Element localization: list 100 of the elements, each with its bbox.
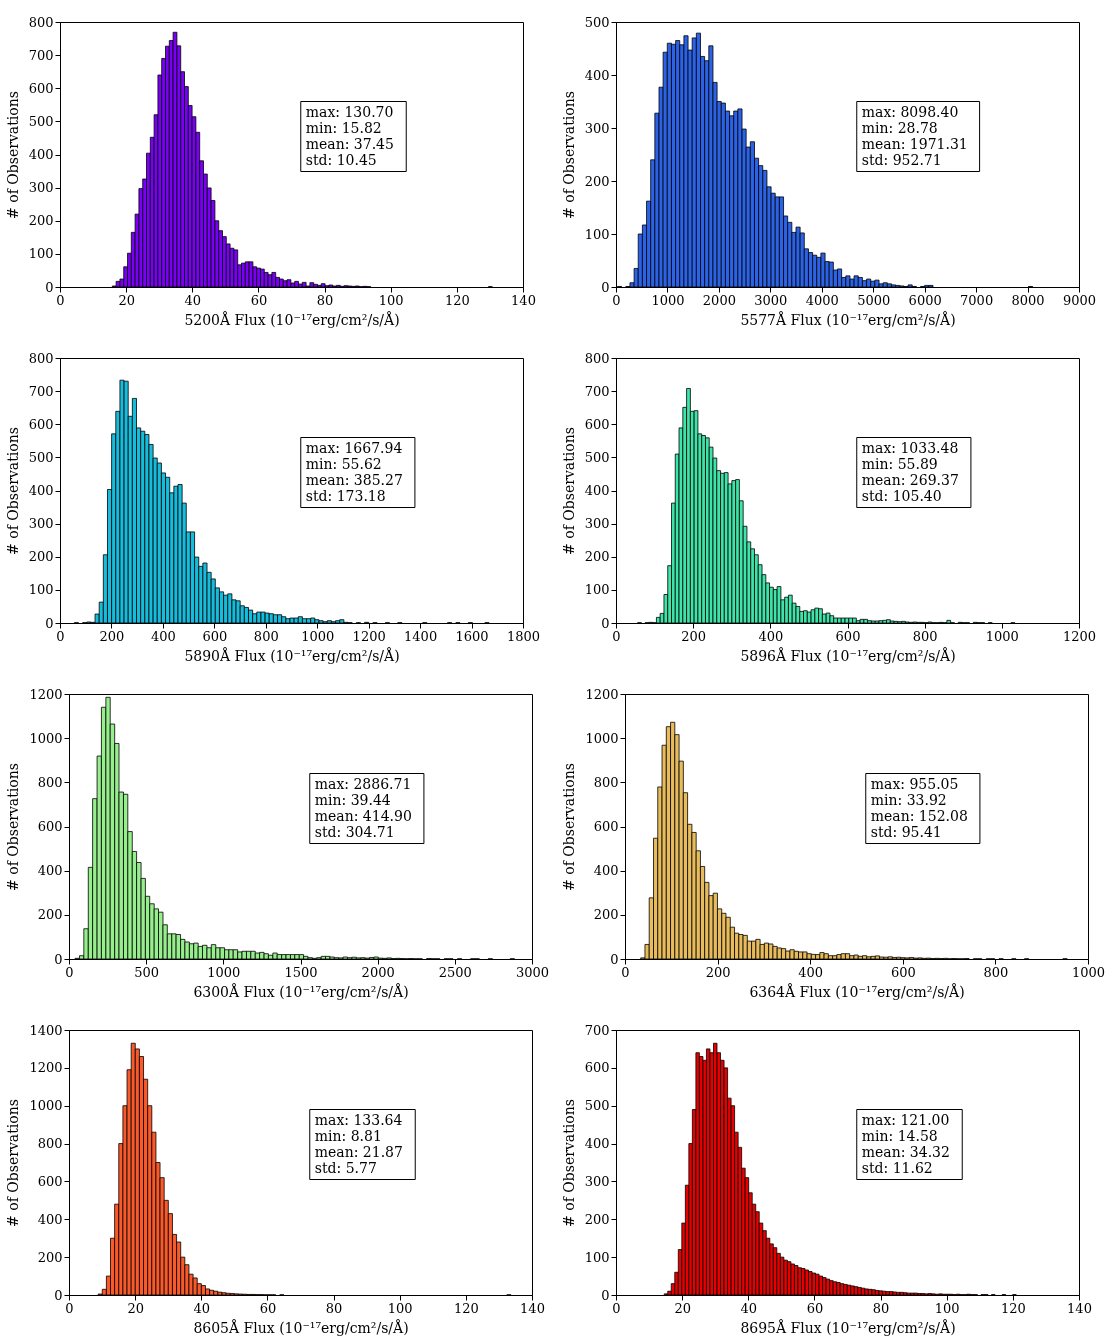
y-tick-label: 600	[593, 819, 619, 834]
y-tick-label: 600	[28, 80, 54, 96]
y-tick-label: 700	[28, 47, 54, 63]
y-tick-label: 200	[37, 907, 63, 923]
y-tick-label: 200	[584, 173, 610, 189]
annotation: std: 10.45	[305, 151, 377, 168]
x-tick-label: 2000	[361, 964, 395, 980]
y-tick-label: 1200	[29, 1060, 63, 1076]
x-tick-label: 4000	[805, 292, 839, 308]
y-tick-label: 800	[584, 350, 610, 366]
x-tick-label: 1000	[651, 292, 685, 308]
y-tick-label: 700	[584, 383, 610, 399]
y-tick-label: 300	[584, 120, 610, 136]
y-tick-label: 800	[37, 1136, 63, 1152]
x-tick-label: 6000	[908, 292, 942, 308]
y-tick-label: 100	[584, 1249, 610, 1265]
x-tick-label: 800	[912, 628, 938, 644]
x-tick-label: 1800	[506, 628, 541, 644]
y-tick-label: 500	[28, 449, 54, 465]
y-tick-label: 400	[37, 863, 63, 879]
y-axis-title: # of Observations	[561, 763, 578, 891]
x-tick-label: 120	[444, 292, 470, 308]
y-tick-label: 0	[601, 615, 610, 631]
x-tick-label: 1000	[1071, 964, 1106, 980]
y-tick-label: 200	[37, 1249, 63, 1265]
x-tick-label: 600	[835, 628, 861, 644]
y-tick-label: 800	[28, 14, 54, 30]
y-tick-label: 100	[584, 226, 610, 242]
y-tick-label: 200	[28, 549, 54, 565]
y-tick-label: 200	[28, 213, 54, 229]
y-tick-label: 800	[28, 350, 54, 366]
y-tick-label: 0	[54, 1287, 63, 1303]
x-tick-label: 20	[118, 292, 135, 308]
annotation: max: 1033.48	[861, 439, 959, 456]
x-axis-title: 5896Å Flux (10⁻¹⁷erg/cm²/s/Å)	[740, 646, 956, 664]
y-tick-label: 0	[54, 951, 63, 967]
y-tick-label: 1400	[29, 1022, 63, 1038]
x-tick-label: 1200	[1062, 628, 1097, 644]
annotation: mean: 37.45	[305, 135, 394, 152]
x-tick-label: 800	[983, 964, 1009, 980]
y-tick-label: 300	[28, 180, 54, 196]
x-tick-label: 200	[705, 964, 731, 980]
y-tick-label: 200	[593, 907, 619, 923]
x-axis-title: 5890Å Flux (10⁻¹⁷erg/cm²/s/Å)	[184, 646, 400, 664]
annotation: max: 133.64	[314, 1111, 403, 1128]
x-tick-label: 40	[184, 292, 202, 308]
x-tick-label: 140	[511, 292, 536, 308]
annotation: mean: 385.27	[305, 471, 403, 488]
y-axis-title: # of Observations	[560, 91, 577, 219]
y-tick-label: 400	[37, 1211, 63, 1227]
x-tick-label: 3000	[754, 292, 788, 308]
x-tick-label: 100	[387, 1300, 413, 1316]
x-tick-label: 60	[250, 292, 268, 308]
annotation: std: 952.71	[861, 151, 942, 168]
y-tick-label: 400	[593, 863, 619, 879]
y-axis-title: # of Observations	[560, 1099, 577, 1227]
x-tick-label: 120	[1000, 1300, 1026, 1316]
x-tick-label: 80	[316, 292, 334, 308]
annotation: mean: 1971.31	[861, 135, 968, 152]
x-tick-label: 2000	[702, 292, 736, 308]
x-tick-label: 40	[740, 1300, 758, 1316]
annotation: min: 14.58	[861, 1127, 938, 1144]
y-tick-label: 100	[28, 246, 54, 262]
x-tick-label: 400	[150, 628, 176, 644]
x-tick-label: 0	[621, 964, 630, 980]
y-tick-label: 400	[28, 147, 54, 162]
y-tick-label: 400	[584, 67, 610, 83]
x-axis-title: 5200Å Flux (10⁻¹⁷erg/cm²/s/Å)	[184, 310, 400, 328]
y-tick-label: 300	[28, 516, 54, 532]
x-tick-label: 100	[934, 1300, 960, 1316]
y-axis-title: # of Observations	[560, 427, 577, 555]
y-tick-label: 400	[28, 483, 54, 498]
annotation: min: 8.81	[314, 1127, 382, 1144]
y-tick-label: 0	[610, 951, 619, 967]
annotation: min: 55.62	[305, 455, 382, 472]
annotation: max: 130.70	[305, 103, 394, 120]
y-tick-label: 1200	[29, 686, 63, 702]
x-tick-label: 60	[259, 1300, 277, 1316]
y-tick-label: 100	[584, 582, 610, 598]
annotation: max: 8098.40	[861, 103, 959, 120]
y-tick-label: 300	[584, 516, 610, 532]
annotation: min: 15.82	[305, 119, 382, 136]
annotation: mean: 414.90	[314, 807, 412, 824]
x-tick-label: 80	[872, 1300, 890, 1316]
y-tick-label: 1200	[585, 686, 619, 702]
annotation: max: 2886.71	[314, 775, 412, 792]
annotation: min: 28.78	[861, 119, 938, 136]
annotation: std: 95.41	[870, 823, 942, 840]
x-tick-label: 1600	[455, 628, 489, 644]
x-tick-label: 120	[453, 1300, 479, 1316]
annotation: min: 55.89	[861, 455, 938, 472]
x-tick-label: 500	[134, 964, 160, 980]
x-tick-label: 1000	[301, 628, 335, 644]
y-tick-label: 300	[584, 1173, 610, 1189]
y-tick-label: 500	[28, 113, 54, 129]
x-tick-label: 20	[127, 1300, 144, 1316]
x-tick-label: 1000	[207, 964, 241, 980]
annotation: std: 5.77	[314, 1159, 377, 1176]
y-tick-label: 600	[584, 416, 610, 432]
x-tick-label: 20	[674, 1300, 691, 1316]
